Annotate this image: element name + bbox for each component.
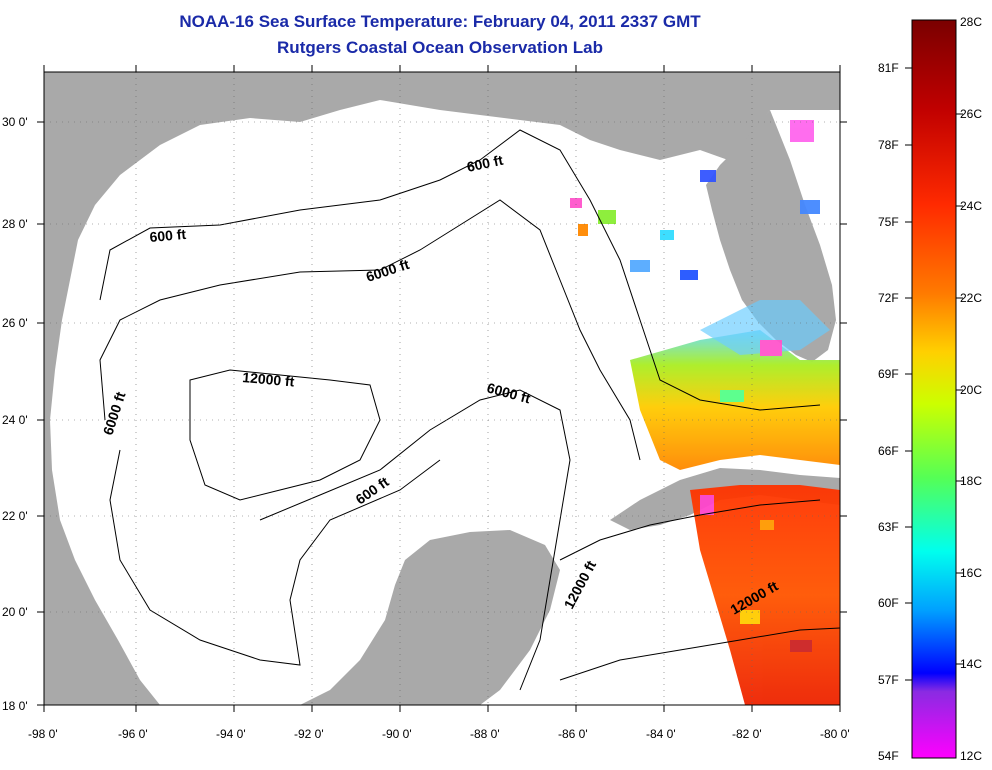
colorbar-f-label: 54F bbox=[878, 749, 899, 763]
contour-label: 600 ft bbox=[149, 226, 187, 245]
land-yucatan bbox=[300, 530, 560, 705]
lat-label: 22 0' bbox=[2, 509, 28, 523]
land-north-america bbox=[44, 72, 840, 705]
colorbar bbox=[911, 19, 957, 759]
colorbar-f-label: 63F bbox=[878, 520, 899, 534]
lon-label: -84 0' bbox=[646, 727, 676, 741]
lat-label: 30 0' bbox=[2, 115, 28, 129]
colorbar-f-label: 69F bbox=[878, 367, 899, 381]
lat-label: 28 0' bbox=[2, 217, 28, 231]
sst-scatter bbox=[570, 120, 820, 652]
colorbar-c-label: 18C bbox=[960, 474, 982, 488]
lon-label: -88 0' bbox=[470, 727, 500, 741]
colorbar-f-label: 81F bbox=[878, 61, 899, 75]
map-title: NOAA-16 Sea Surface Temperature: Februar… bbox=[179, 12, 701, 31]
plot-frame bbox=[43, 71, 841, 706]
contour-600ft-north bbox=[99, 129, 821, 411]
colorbar-f-label: 57F bbox=[878, 673, 899, 687]
colorbar-c-label: 12C bbox=[960, 749, 982, 763]
grid bbox=[44, 72, 840, 705]
longitude-labels: -98 0' -96 0' -94 0' -92 0' -90 0' -88 0… bbox=[28, 727, 850, 741]
lon-label: -86 0' bbox=[558, 727, 588, 741]
lon-label: -94 0' bbox=[216, 727, 246, 741]
lon-label: -80 0' bbox=[820, 727, 850, 741]
colorbar-celsius-labels: 28C 26C 24C 22C 20C 18C 16C 14C 12C bbox=[960, 15, 982, 763]
colorbar-ticks bbox=[905, 67, 963, 681]
contour-label: 600 ft bbox=[465, 152, 504, 175]
colorbar-c-label: 14C bbox=[960, 657, 982, 671]
axis-ticks bbox=[37, 65, 847, 712]
lat-label: 18 0' bbox=[2, 699, 28, 713]
land-florida bbox=[706, 110, 836, 362]
colorbar-f-label: 60F bbox=[878, 596, 899, 610]
contour-6000ft-east bbox=[259, 389, 571, 691]
colorbar-fahrenheit-labels: 81F 78F 75F 72F 69F 66F 63F 60F 57F 54F bbox=[878, 61, 899, 763]
lon-label: -96 0' bbox=[118, 727, 148, 741]
contour-12000ft-south bbox=[559, 499, 821, 561]
contour-12000ft-southeast bbox=[559, 627, 840, 681]
lat-label: 20 0' bbox=[2, 605, 28, 619]
colorbar-c-label: 28C bbox=[960, 15, 982, 29]
lat-label: 24 0' bbox=[2, 413, 28, 427]
colorbar-c-label: 26C bbox=[960, 107, 982, 121]
lon-label: -92 0' bbox=[294, 727, 324, 741]
colorbar-f-label: 78F bbox=[878, 138, 899, 152]
colorbar-f-label: 72F bbox=[878, 291, 899, 305]
colorbar-f-label: 66F bbox=[878, 444, 899, 458]
sst-overlay bbox=[570, 120, 840, 705]
contour-label: 12000 ft bbox=[242, 369, 296, 390]
latitude-labels: 30 0' 28 0' 26 0' 24 0' 22 0' 20 0' 18 0… bbox=[2, 115, 28, 713]
bathymetry-contours bbox=[99, 129, 840, 691]
contour-6000ft bbox=[99, 199, 641, 461]
map-subtitle: Rutgers Coastal Ocean Observation Lab bbox=[277, 38, 603, 57]
colorbar-c-label: 20C bbox=[960, 383, 982, 397]
contour-600ft-south bbox=[109, 449, 441, 666]
lat-label: 26 0' bbox=[2, 316, 28, 330]
lon-label: -90 0' bbox=[382, 727, 412, 741]
colorbar-c-label: 22C bbox=[960, 291, 982, 305]
lon-label: -82 0' bbox=[732, 727, 762, 741]
colorbar-c-label: 16C bbox=[960, 566, 982, 580]
colorbar-c-label: 24C bbox=[960, 199, 982, 213]
colorbar-f-label: 75F bbox=[878, 215, 899, 229]
contour-12000ft bbox=[189, 369, 381, 501]
lon-label: -98 0' bbox=[28, 727, 58, 741]
